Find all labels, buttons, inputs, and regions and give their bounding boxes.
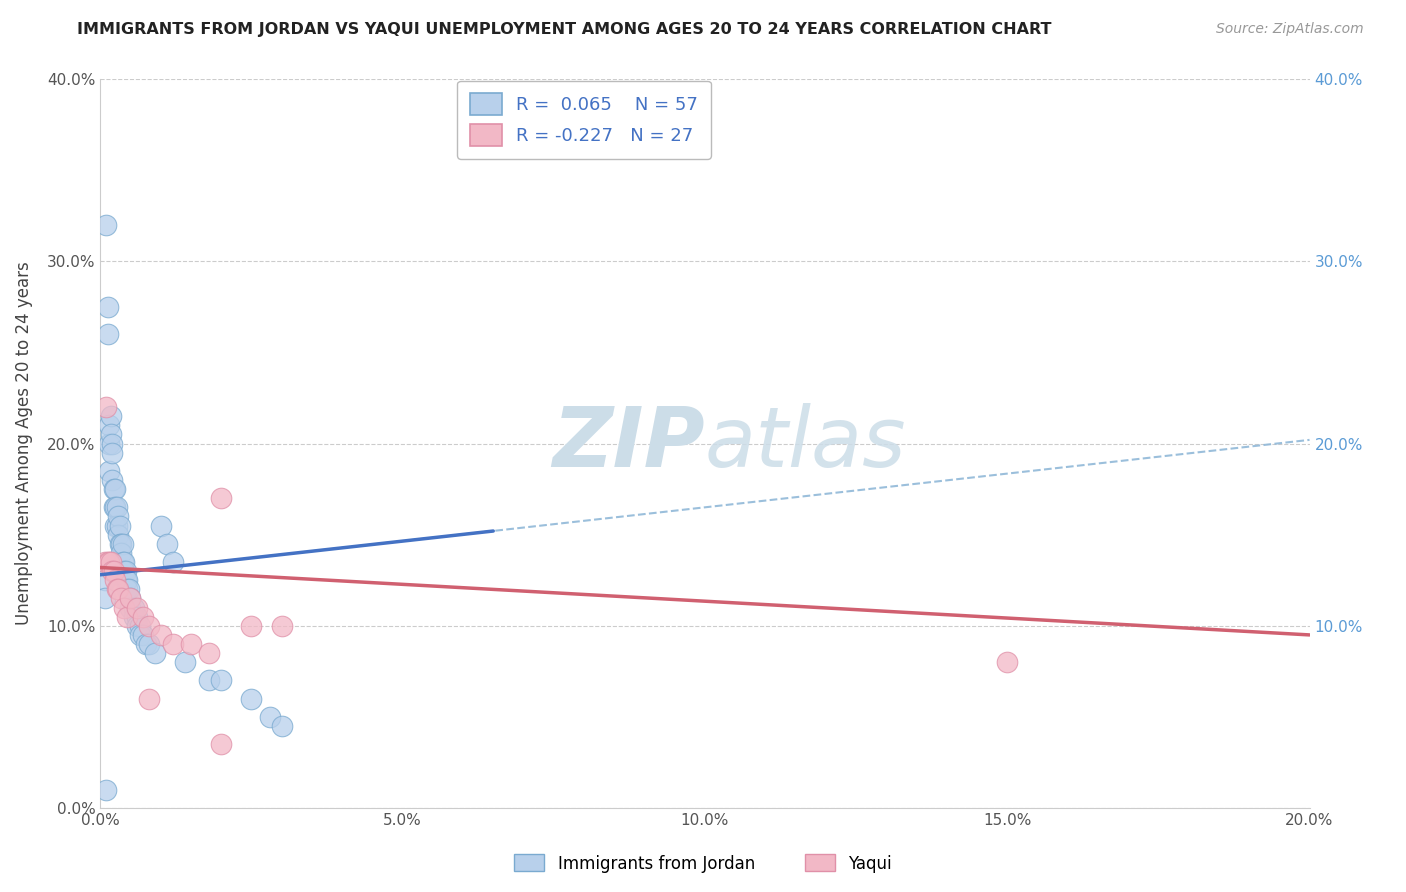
Point (125, 609, 148, 624)
Point (131, 628, 153, 642)
Point (100, 427, 122, 442)
Point (108, 518, 131, 533)
Point (96, 327, 118, 342)
Legend: Immigrants from Jordan, Yaqui: Immigrants from Jordan, Yaqui (508, 847, 898, 880)
Point (104, 573, 127, 587)
Point (112, 555, 135, 569)
Point (108, 537, 131, 551)
Point (103, 564, 125, 578)
Point (138, 637, 160, 651)
Point (96, 300, 118, 314)
Point (107, 527, 129, 541)
Point (259, 710, 281, 724)
Point (120, 600, 142, 615)
Point (98, 464, 121, 478)
Point (101, 473, 124, 487)
Point (143, 646, 166, 660)
Point (138, 619, 160, 633)
Point (135, 637, 157, 651)
Point (149, 518, 172, 533)
Point (114, 573, 136, 587)
Point (209, 737, 232, 751)
Point (162, 637, 184, 651)
Text: ZIP: ZIP (553, 403, 704, 484)
Point (122, 609, 145, 624)
Text: Source: ZipAtlas.com: Source: ZipAtlas.com (1216, 22, 1364, 37)
Point (125, 600, 148, 615)
Point (138, 691, 160, 706)
Point (995, 655, 1018, 669)
Point (104, 482, 127, 496)
Point (209, 673, 232, 688)
Point (100, 409, 122, 424)
Point (198, 673, 221, 688)
Point (112, 537, 135, 551)
Point (270, 619, 292, 633)
Point (149, 628, 172, 642)
Point (270, 719, 292, 733)
Point (114, 564, 136, 578)
Point (103, 482, 125, 496)
Point (98, 418, 121, 433)
Point (114, 600, 136, 615)
Point (122, 600, 145, 615)
Point (156, 537, 179, 551)
Point (96, 782, 118, 797)
Point (101, 445, 124, 459)
Point (104, 518, 127, 533)
Point (110, 537, 132, 551)
Text: IMMIGRANTS FROM JORDAN VS YAQUI UNEMPLOYMENT AMONG AGES 20 TO 24 YEARS CORRELATI: IMMIGRANTS FROM JORDAN VS YAQUI UNEMPLOY… (77, 22, 1052, 37)
Point (98, 555, 121, 569)
Point (117, 609, 139, 624)
Point (105, 500, 128, 515)
Point (128, 628, 150, 642)
Point (105, 518, 128, 533)
Point (162, 555, 184, 569)
Point (114, 564, 136, 578)
Point (105, 582, 128, 597)
Point (110, 546, 132, 560)
Point (96, 218, 118, 232)
Point (120, 591, 142, 606)
Point (128, 619, 150, 633)
Legend: R =  0.065    N = 57, R = -0.227   N = 27: R = 0.065 N = 57, R = -0.227 N = 27 (457, 80, 711, 159)
Point (114, 555, 136, 569)
Point (94, 555, 117, 569)
Point (107, 582, 129, 597)
Point (240, 619, 263, 633)
Point (117, 573, 139, 587)
Point (240, 691, 263, 706)
Point (209, 491, 232, 506)
Point (101, 564, 124, 578)
Point (107, 509, 129, 524)
Point (104, 500, 127, 515)
Point (100, 555, 122, 569)
Point (180, 637, 202, 651)
Point (96, 400, 118, 414)
Point (94, 573, 117, 587)
Point (96, 555, 118, 569)
Text: atlas: atlas (704, 403, 907, 484)
Point (103, 500, 125, 515)
Point (120, 591, 142, 606)
Y-axis label: Unemployment Among Ages 20 to 24 years: Unemployment Among Ages 20 to 24 years (15, 261, 32, 625)
Point (117, 582, 139, 597)
Point (118, 582, 141, 597)
Point (110, 591, 132, 606)
Point (98, 436, 121, 450)
Point (174, 655, 197, 669)
Point (94, 591, 117, 606)
Point (198, 646, 221, 660)
Point (131, 609, 153, 624)
Point (101, 436, 124, 450)
Point (125, 619, 148, 633)
